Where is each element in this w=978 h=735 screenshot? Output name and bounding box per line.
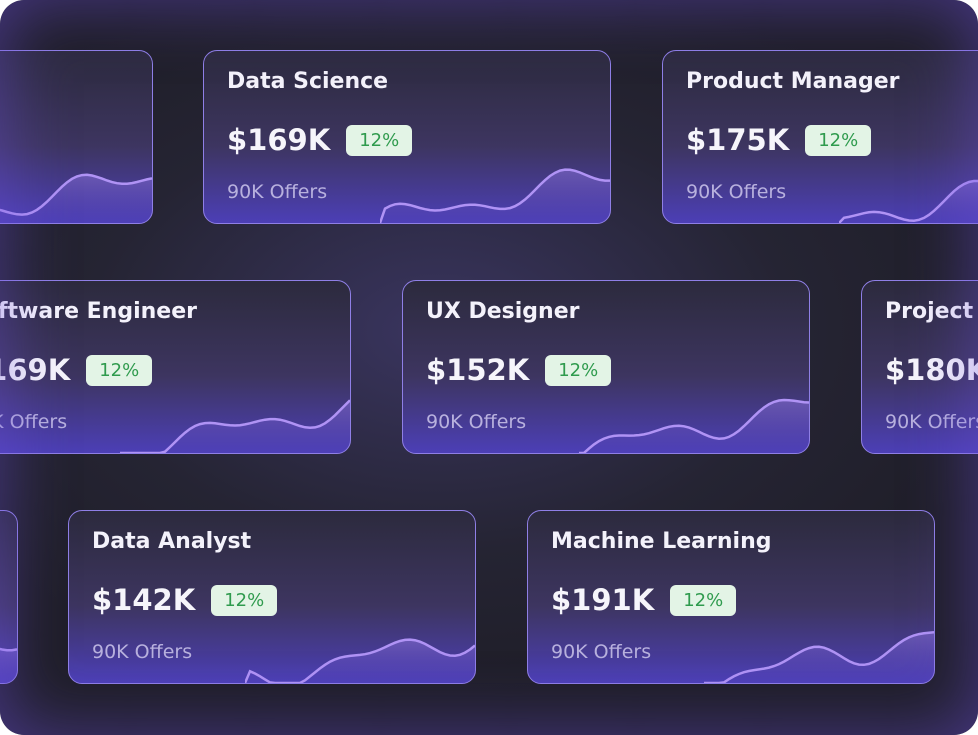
sparkline-area — [0, 174, 152, 223]
sparkline — [380, 168, 610, 223]
job-card[interactable]: Product Manager $175K 12% 90K Offers — [662, 50, 978, 224]
sparkline-line — [245, 638, 475, 683]
sparkline-line — [120, 399, 350, 453]
sparkline-line — [0, 173, 152, 216]
offers: 90K Offers — [885, 411, 978, 433]
offers: 90K Offers — [686, 181, 787, 203]
sparkline-area — [579, 400, 809, 453]
offers: 90K Offers — [227, 181, 328, 203]
sparkline-line — [380, 168, 610, 223]
sparkline — [120, 399, 350, 453]
sparkline — [704, 631, 934, 683]
sparkline-line — [839, 179, 978, 223]
sparkline — [579, 398, 809, 453]
salary-row: $191K 12% — [551, 583, 737, 617]
card-title: Machine Learning — [551, 529, 772, 554]
sparkline-line — [704, 631, 934, 683]
job-card[interactable]: Data Science $169K 12% 90K Offers — [203, 50, 611, 224]
salary: $169K — [0, 353, 71, 387]
salary-row: $169K 12% — [0, 353, 153, 387]
change-badge: 12% — [346, 124, 413, 156]
salary: $180K — [885, 353, 978, 387]
change-badge: 12% — [670, 584, 737, 616]
salary-row: $142K 12% — [92, 583, 278, 617]
card-title: Data Analyst — [92, 529, 252, 554]
sparkline-area — [380, 169, 610, 223]
salary: $142K — [92, 583, 196, 617]
sparkline — [0, 173, 152, 223]
card-title: Product Manager — [686, 69, 900, 94]
sparkline — [839, 179, 978, 223]
sparkline — [245, 638, 475, 683]
job-card[interactable]: Software Engineer $169K 12% 90K Offers — [0, 280, 351, 454]
salary-row: $180K — [885, 353, 978, 387]
change-badge: 12% — [545, 354, 612, 386]
job-card[interactable] — [0, 510, 18, 684]
salary-row: $169K 12% — [227, 123, 413, 157]
offers: 90K Offers — [551, 641, 652, 663]
salary: $152K — [426, 353, 530, 387]
offers: 90K Offers — [0, 411, 68, 433]
card-title: Project Manager — [885, 299, 978, 324]
job-card[interactable]: Data Analyst $142K 12% 90K Offers — [68, 510, 476, 684]
job-card[interactable] — [0, 50, 153, 224]
change-badge: 12% — [86, 354, 153, 386]
card-title: Software Engineer — [0, 299, 197, 324]
job-card[interactable]: Machine Learning $191K 12% 90K Offers — [527, 510, 935, 684]
job-card[interactable]: UX Designer $152K 12% 90K Offers — [402, 280, 810, 454]
salary: $191K — [551, 583, 655, 617]
salary: $175K — [686, 123, 790, 157]
salary-row: $175K 12% — [686, 123, 872, 157]
job-card[interactable]: Project Manager $180K 90K Offers — [861, 280, 978, 454]
salary-row: $152K 12% — [426, 353, 612, 387]
sparkline — [0, 647, 17, 683]
salary: $169K — [227, 123, 331, 157]
card-title: UX Designer — [426, 299, 580, 324]
sparkline-area — [0, 649, 17, 683]
change-badge: 12% — [805, 124, 872, 156]
card-title: Data Science — [227, 69, 389, 94]
sparkline-area — [245, 639, 475, 683]
offers: 90K Offers — [92, 641, 193, 663]
sparkline-line — [579, 398, 809, 453]
change-badge: 12% — [211, 584, 278, 616]
offers: 90K Offers — [426, 411, 527, 433]
sparkline-area — [704, 632, 934, 683]
